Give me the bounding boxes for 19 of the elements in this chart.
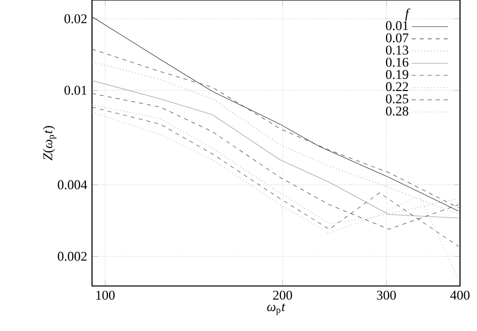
- legend-label: 0.01: [386, 21, 408, 30]
- legend-label: 0.07: [386, 33, 408, 42]
- y-tick-label: 0.01: [64, 86, 87, 95]
- x-axis-title: ω$_{p}$t: [267, 304, 286, 316]
- legend-label: 0.25: [386, 94, 408, 104]
- y-tick-label: 0.002: [58, 252, 87, 261]
- y-tick-label: 0.02: [64, 14, 87, 24]
- x-tick-label: 400: [450, 290, 470, 300]
- legend-label: 0.19: [386, 70, 408, 80]
- legend-title: f: [405, 8, 410, 21]
- legend-label: 0.13: [386, 46, 408, 55]
- y-axis-title: Z(ω$_{p}$t): [42, 126, 56, 160]
- x-tick-label: 100: [96, 290, 115, 300]
- x-tick-label: 200: [273, 290, 292, 300]
- x-tick-label: 300: [377, 290, 396, 300]
- legend-label: 0.28: [386, 106, 408, 116]
- legend-label: 0.16: [386, 58, 408, 67]
- y-tick-label: 0.004: [58, 180, 88, 190]
- legend-label: 0.22: [386, 82, 408, 92]
